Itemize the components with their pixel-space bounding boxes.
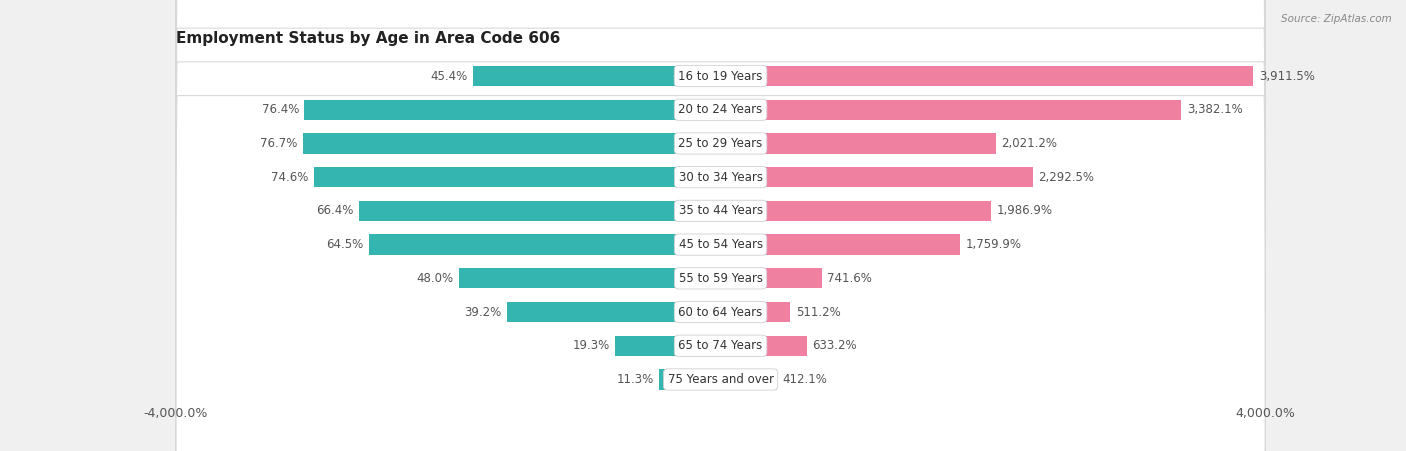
Text: 1,986.9%: 1,986.9% xyxy=(997,204,1053,217)
Text: 66.4%: 66.4% xyxy=(316,204,353,217)
FancyBboxPatch shape xyxy=(176,0,1265,451)
Bar xyxy=(314,167,721,187)
Bar xyxy=(474,66,721,86)
Bar xyxy=(302,133,721,154)
Bar xyxy=(508,302,721,322)
Bar xyxy=(721,235,960,255)
Text: 45 to 54 Years: 45 to 54 Years xyxy=(679,238,762,251)
Bar xyxy=(721,336,807,356)
Bar xyxy=(458,268,721,289)
Text: 60 to 64 Years: 60 to 64 Years xyxy=(679,305,762,318)
Text: 64.5%: 64.5% xyxy=(326,238,364,251)
Text: 35 to 44 Years: 35 to 44 Years xyxy=(679,204,762,217)
FancyBboxPatch shape xyxy=(176,28,1265,451)
FancyBboxPatch shape xyxy=(176,0,1265,394)
Text: Employment Status by Age in Area Code 606: Employment Status by Age in Area Code 60… xyxy=(176,31,560,46)
FancyBboxPatch shape xyxy=(176,96,1265,451)
Text: 2,292.5%: 2,292.5% xyxy=(1038,170,1094,184)
Text: 65 to 74 Years: 65 to 74 Years xyxy=(679,339,762,352)
Text: 741.6%: 741.6% xyxy=(827,272,872,285)
Text: 3,382.1%: 3,382.1% xyxy=(1187,103,1243,116)
Text: 412.1%: 412.1% xyxy=(782,373,827,386)
Text: 1,759.9%: 1,759.9% xyxy=(966,238,1022,251)
Text: 30 to 34 Years: 30 to 34 Years xyxy=(679,170,762,184)
FancyBboxPatch shape xyxy=(176,0,1265,451)
Text: 45.4%: 45.4% xyxy=(430,69,468,83)
Bar xyxy=(616,336,721,356)
Text: 2,021.2%: 2,021.2% xyxy=(1001,137,1057,150)
Bar xyxy=(721,201,991,221)
Bar xyxy=(359,201,721,221)
Text: 511.2%: 511.2% xyxy=(796,305,841,318)
Text: 55 to 59 Years: 55 to 59 Years xyxy=(679,272,762,285)
Text: 39.2%: 39.2% xyxy=(464,305,502,318)
FancyBboxPatch shape xyxy=(176,0,1265,360)
Bar xyxy=(370,235,721,255)
Text: 74.6%: 74.6% xyxy=(271,170,309,184)
FancyBboxPatch shape xyxy=(176,0,1265,451)
Bar xyxy=(721,268,821,289)
Bar xyxy=(721,167,1033,187)
Text: 25 to 29 Years: 25 to 29 Years xyxy=(679,137,762,150)
FancyBboxPatch shape xyxy=(176,0,1265,451)
Text: 633.2%: 633.2% xyxy=(813,339,856,352)
Bar xyxy=(721,133,995,154)
Text: 11.3%: 11.3% xyxy=(616,373,654,386)
Text: 16 to 19 Years: 16 to 19 Years xyxy=(678,69,763,83)
Bar xyxy=(721,302,790,322)
Text: 48.0%: 48.0% xyxy=(416,272,454,285)
Text: Source: ZipAtlas.com: Source: ZipAtlas.com xyxy=(1281,14,1392,23)
FancyBboxPatch shape xyxy=(176,62,1265,451)
FancyBboxPatch shape xyxy=(176,0,1265,428)
Bar xyxy=(721,100,1181,120)
Text: 75 Years and over: 75 Years and over xyxy=(668,373,773,386)
Bar xyxy=(659,369,721,390)
Text: 3,911.5%: 3,911.5% xyxy=(1258,69,1315,83)
Text: 76.4%: 76.4% xyxy=(262,103,299,116)
Bar xyxy=(721,66,1253,86)
Text: 20 to 24 Years: 20 to 24 Years xyxy=(679,103,762,116)
Text: 19.3%: 19.3% xyxy=(572,339,610,352)
Bar xyxy=(721,369,776,390)
Text: 76.7%: 76.7% xyxy=(260,137,297,150)
Bar xyxy=(304,100,721,120)
